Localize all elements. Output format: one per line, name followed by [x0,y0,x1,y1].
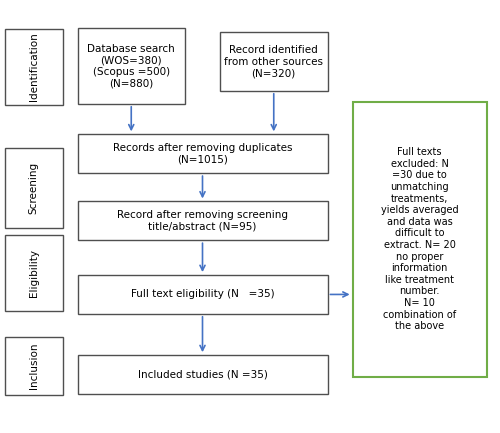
FancyBboxPatch shape [78,275,328,314]
Text: Included studies (N =35): Included studies (N =35) [138,369,268,380]
FancyBboxPatch shape [5,29,62,105]
Text: Full texts
excluded: N
=30 due to
unmatching
treatments,
yields averaged
and dat: Full texts excluded: N =30 due to unmatc… [380,147,458,331]
Text: Eligibility: Eligibility [29,249,39,297]
Text: Record identified
from other sources
(N=320): Record identified from other sources (N=… [224,45,323,78]
FancyBboxPatch shape [5,148,62,229]
FancyBboxPatch shape [78,201,328,240]
Text: Screening: Screening [29,162,39,214]
Text: Database search
(WOS=380)
(Scopus =500)
(N=880): Database search (WOS=380) (Scopus =500) … [88,44,175,88]
FancyBboxPatch shape [5,235,62,311]
Text: Identification: Identification [29,33,39,101]
FancyBboxPatch shape [78,28,185,104]
FancyBboxPatch shape [78,134,328,173]
FancyBboxPatch shape [352,102,486,377]
FancyBboxPatch shape [78,355,328,394]
Text: Full text eligibility (N   =35): Full text eligibility (N =35) [130,289,274,300]
FancyBboxPatch shape [220,32,328,91]
FancyBboxPatch shape [5,337,62,395]
Text: Records after removing duplicates
(N=1015): Records after removing duplicates (N=101… [113,143,292,165]
Text: Inclusion: Inclusion [29,343,39,389]
Text: Record after removing screening
title/abstract (N=95): Record after removing screening title/ab… [117,210,288,232]
